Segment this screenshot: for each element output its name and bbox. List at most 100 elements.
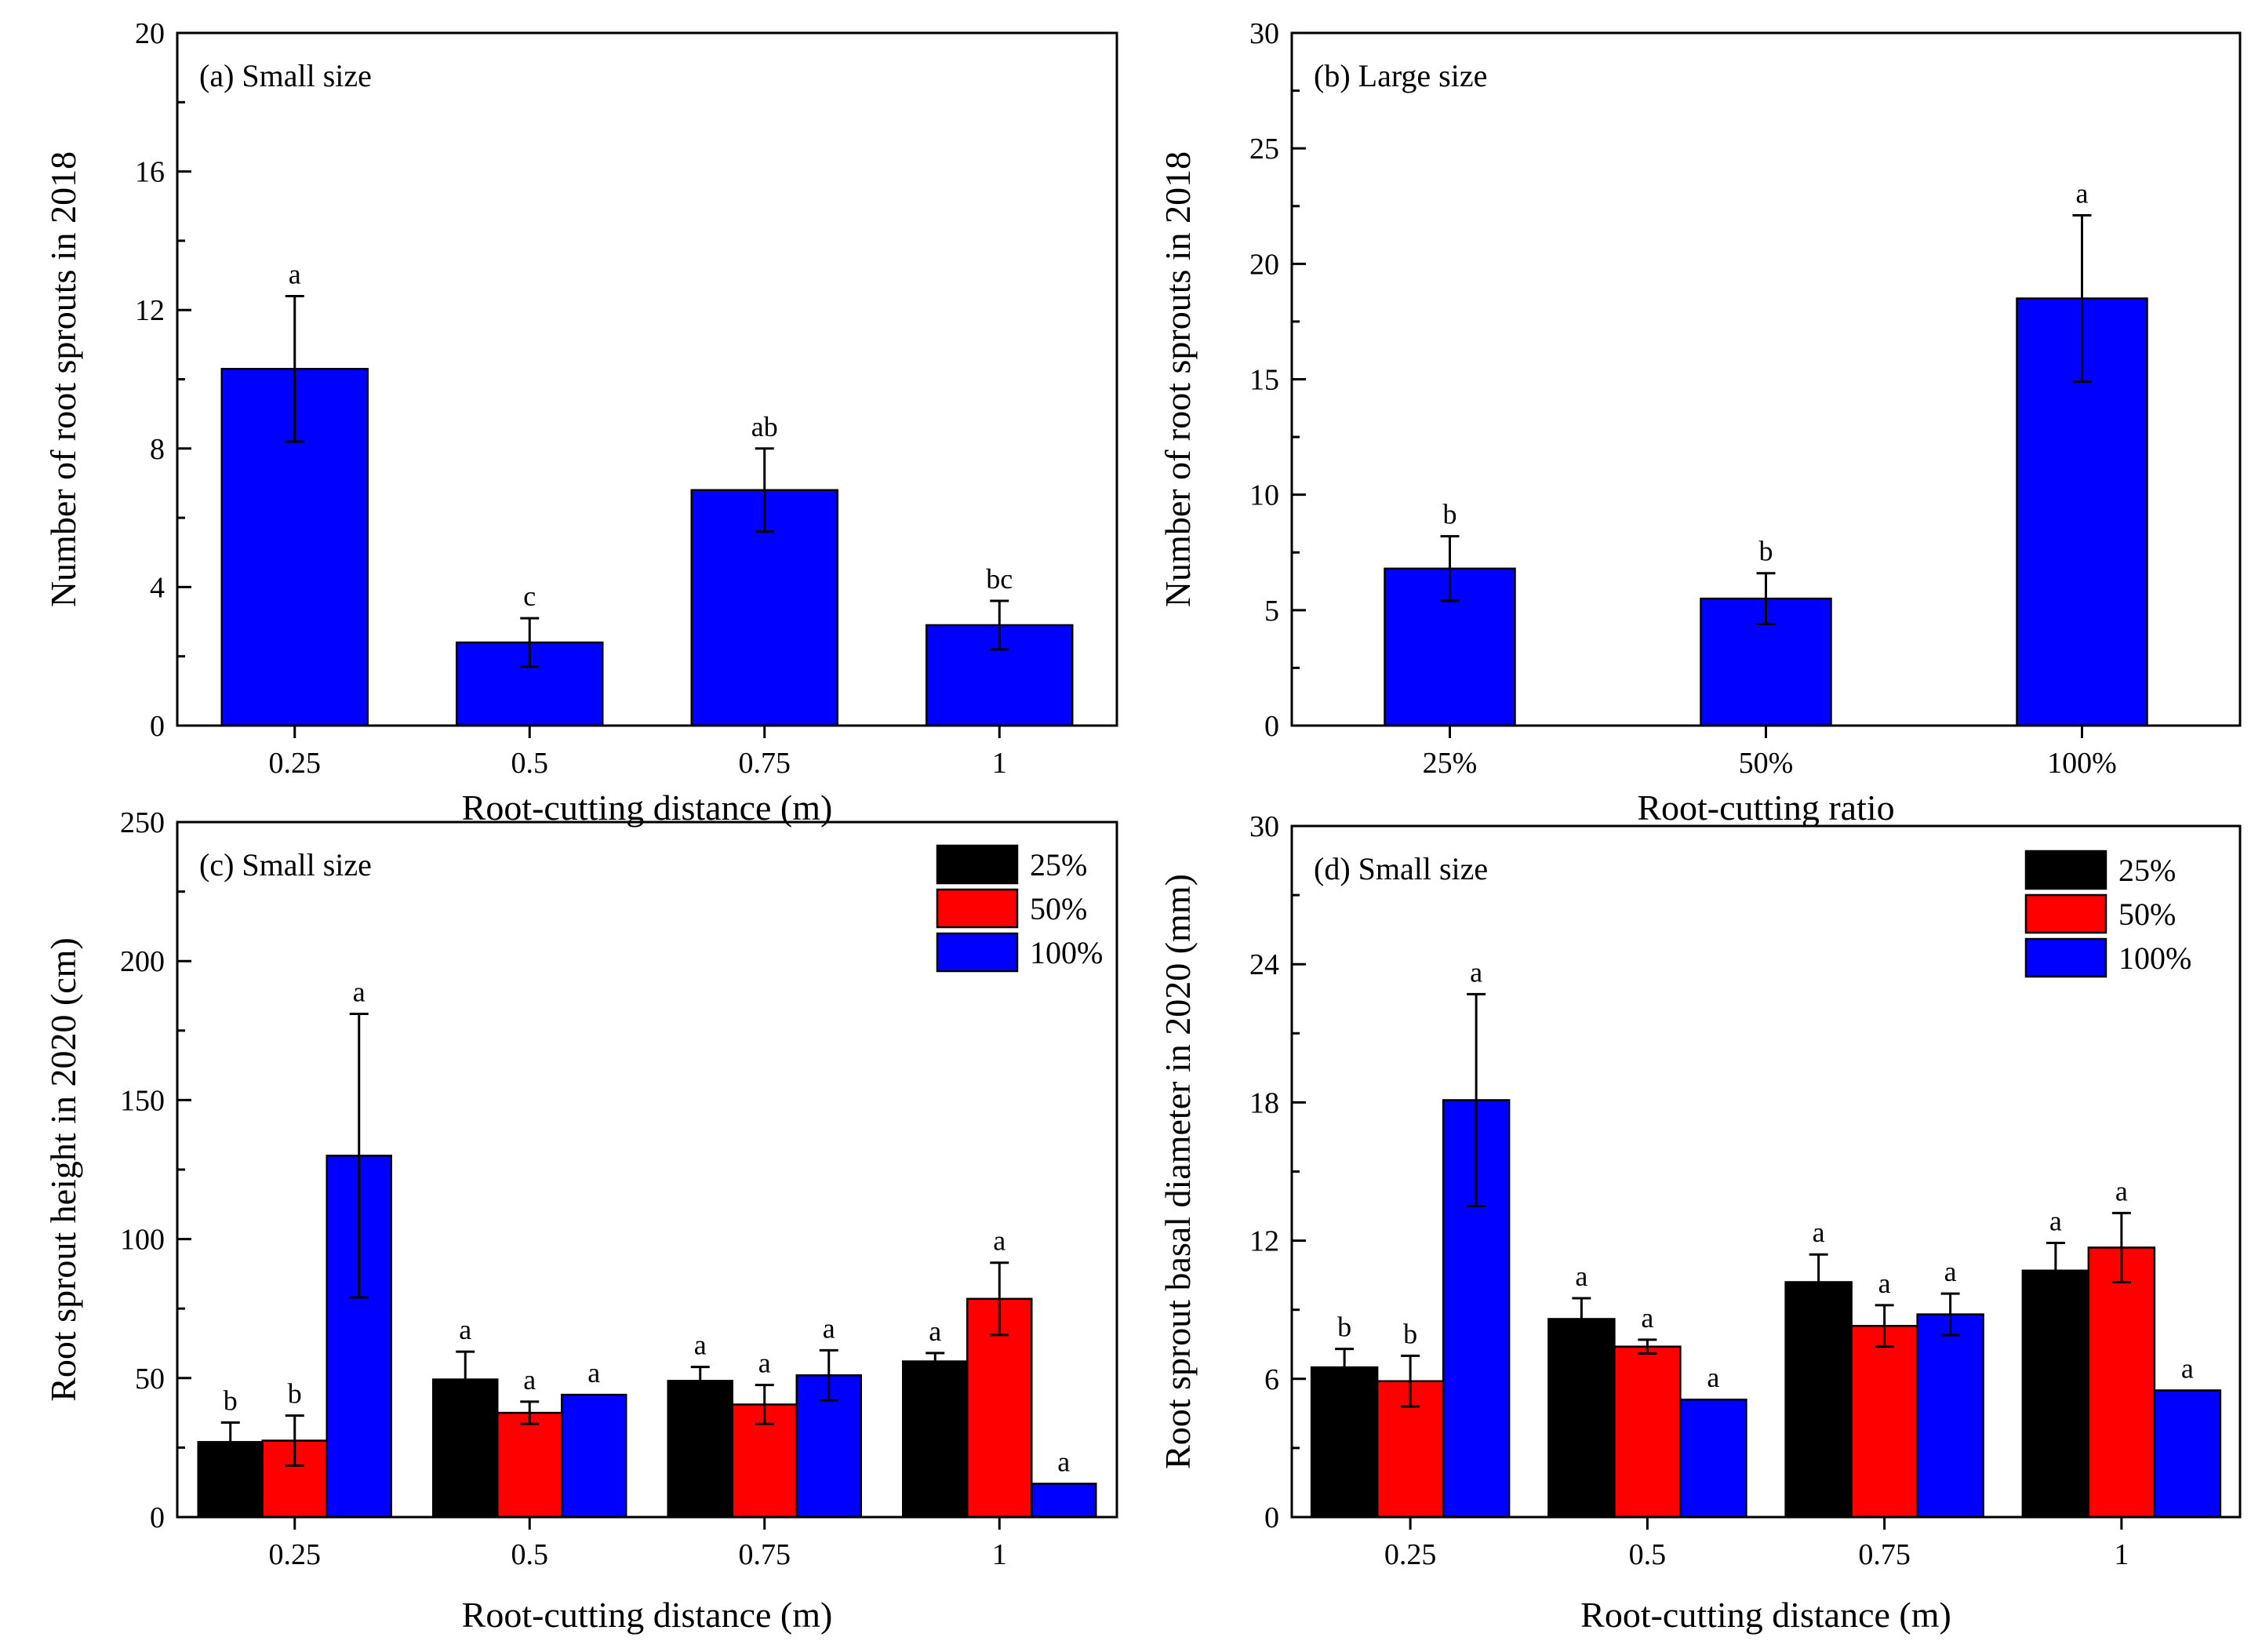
bar [1613, 1345, 1682, 1519]
significance-letter: a [459, 1314, 471, 1345]
x-axis-title: Root-cutting distance (m) [462, 1595, 833, 1635]
y-tick-label: 5 [1264, 595, 1279, 628]
bar [1784, 1281, 1853, 1519]
legend-label: 100% [2118, 941, 2191, 976]
y-tick-label: 150 [120, 1084, 165, 1117]
bar [1850, 1325, 1918, 1519]
significance-letter: ab [751, 411, 778, 442]
significance-letter: c [523, 580, 536, 612]
y-tick-label: 4 [150, 571, 165, 604]
significance-letter: bc [986, 563, 1013, 595]
bar [496, 1411, 563, 1519]
significance-letter: b [224, 1385, 238, 1417]
legend-label: 25% [2118, 853, 2176, 888]
y-tick-label: 0 [1264, 710, 1279, 743]
panel-title: (c) Small size [199, 847, 372, 882]
y-axis-title: Number of root sprouts in 2018 [1158, 151, 1198, 607]
bar [1700, 597, 1832, 727]
significance-letter: b [288, 1378, 302, 1410]
x-tick-label: 25% [1423, 747, 1478, 780]
legend-label: 25% [1030, 847, 1087, 882]
x-tick-label: 0.75 [739, 1538, 791, 1571]
significance-letter: b [1337, 1312, 1351, 1343]
significance-letter: b [1443, 499, 1457, 530]
significance-letter: a [1944, 1256, 1957, 1287]
x-axis-title: Root-cutting distance (m) [1580, 1595, 1951, 1635]
legend-swatch [2024, 893, 2107, 934]
bar [1916, 1313, 1984, 1519]
x-axis-title: Root-cutting ratio [1637, 788, 1894, 828]
significance-letter: a [1057, 1446, 1070, 1477]
panel-title: (b) Large size [1314, 58, 1487, 93]
y-tick-label: 20 [1249, 248, 1279, 281]
significance-letter: b [1759, 536, 1773, 567]
y-tick-label: 0 [1264, 1501, 1279, 1534]
bar [2021, 1269, 2090, 1519]
y-tick-label: 16 [135, 156, 165, 189]
significance-letter: a [1641, 1302, 1653, 1334]
significance-letter: a [523, 1364, 536, 1395]
bar [561, 1393, 627, 1519]
significance-letter: a [993, 1225, 1006, 1257]
significance-letter: a [694, 1330, 707, 1361]
y-tick-label: 10 [1249, 479, 1279, 512]
y-axis-title: Number of root sprouts in 2018 [43, 151, 83, 607]
y-tick-label: 15 [1249, 364, 1279, 397]
y-tick-label: 50 [135, 1363, 165, 1395]
significance-letter: a [587, 1357, 600, 1388]
significance-letter: a [1470, 956, 1482, 988]
legend-swatch [936, 888, 1019, 929]
bar [1031, 1483, 1097, 1519]
y-tick-label: 24 [1249, 948, 1279, 981]
legend-swatch [936, 844, 1019, 885]
chart-panel-a: a c ab bc 0 4 8 12 16 20 0.25 0.5 0.75 1 (a) Small siz… [43, 17, 1118, 828]
x-tick-label: 0.5 [511, 1538, 549, 1571]
y-tick-label: 0 [150, 1501, 165, 1534]
significance-letter: a [1878, 1268, 1891, 1299]
bar [667, 1380, 733, 1519]
x-tick-label: 1 [992, 1538, 1007, 1571]
x-tick-label: 1 [992, 747, 1007, 780]
y-tick-label: 30 [1249, 810, 1279, 843]
x-tick-label: 0.25 [269, 1538, 322, 1571]
significance-letter: a [1575, 1261, 1587, 1292]
x-tick-label: 1 [2114, 1538, 2129, 1571]
panel-title: (a) Small size [199, 58, 372, 93]
legend-swatch [936, 932, 1019, 973]
y-axis-title: Root sprout basal diameter in 2020 (mm) [1158, 874, 1198, 1469]
x-tick-label: 0.75 [1858, 1538, 1911, 1571]
y-tick-label: 18 [1249, 1086, 1279, 1119]
significance-letter: a [929, 1315, 941, 1347]
y-tick-label: 8 [150, 433, 165, 466]
y-tick-label: 30 [1249, 17, 1279, 50]
y-tick-label: 12 [135, 294, 165, 327]
bar [2153, 1389, 2222, 1519]
y-tick-label: 20 [135, 17, 165, 50]
significance-letter: a [2049, 1206, 2062, 1237]
y-tick-label: 12 [1249, 1225, 1279, 1258]
legend-swatch [2024, 937, 2107, 978]
y-tick-label: 250 [120, 806, 165, 839]
bar [1310, 1366, 1379, 1519]
legend-label: 100% [1030, 935, 1103, 970]
bar [1547, 1318, 1616, 1519]
bar [1679, 1398, 1747, 1519]
significance-letter: a [758, 1348, 771, 1379]
y-tick-label: 25 [1249, 133, 1279, 166]
significance-letter: a [2181, 1352, 2194, 1384]
chart-panel-b: b b a 0 5 10 15 20 25 30 25% 50% 100% (b) Large size R… [1158, 17, 2242, 828]
x-tick-label: 0.75 [739, 747, 791, 780]
legend-label: 50% [1030, 891, 1087, 926]
y-tick-label: 0 [150, 710, 165, 743]
panel-title: (d) Small size [1314, 851, 1488, 886]
significance-letter: a [289, 259, 301, 290]
x-tick-label: 0.5 [511, 747, 549, 780]
bar [2087, 1246, 2156, 1519]
x-tick-label: 100% [2047, 747, 2117, 780]
legend-swatch [2024, 850, 2107, 890]
significance-letter: a [2115, 1175, 2128, 1206]
y-tick-label: 200 [120, 945, 165, 978]
x-tick-label: 0.5 [1629, 1538, 1667, 1571]
chart-panel-d: b a a a b a a a a a a a 0 6 12 18 24 30 0.25 0.5 0.75 1 (d) Sm… [1158, 810, 2242, 1635]
